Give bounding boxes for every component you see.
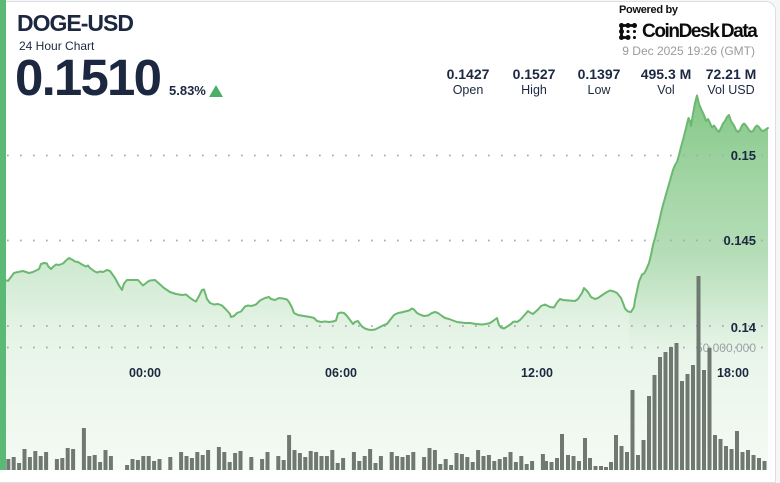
svg-text:50,000,000: 50,000,000 (696, 341, 756, 355)
